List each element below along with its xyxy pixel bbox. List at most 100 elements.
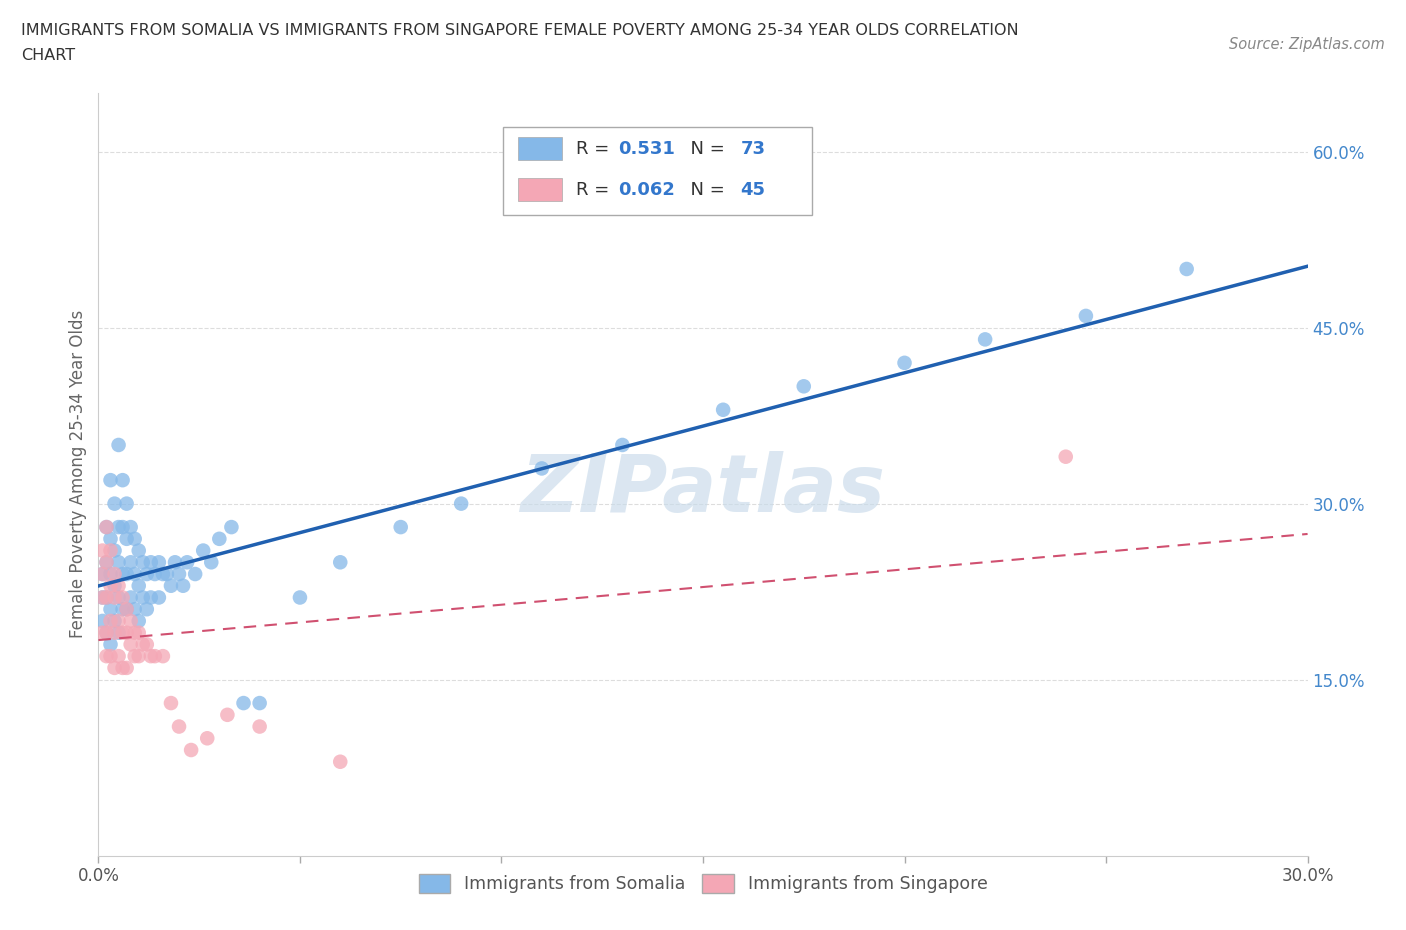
Point [167, 719, 190, 734]
Point [107, 520, 129, 535]
Text: ZIPatlas: ZIPatlas [520, 450, 886, 528]
Point [217, 708, 239, 723]
Text: 73: 73 [741, 140, 765, 158]
Point [107, 625, 129, 640]
Point [329, 754, 352, 769]
Point [103, 625, 125, 640]
Point [96, 555, 118, 570]
Point [160, 578, 183, 593]
Point [115, 602, 138, 617]
Point [132, 555, 155, 570]
Point [200, 555, 222, 570]
Point [120, 637, 142, 652]
Legend: Immigrants from Somalia, Immigrants from Singapore: Immigrants from Somalia, Immigrants from… [412, 867, 994, 900]
Point [1175, 261, 1198, 276]
Point [107, 437, 129, 452]
Point [115, 660, 138, 675]
Point [96, 590, 118, 604]
Point [103, 614, 125, 629]
Point [152, 649, 174, 664]
Point [139, 555, 162, 570]
Point [96, 649, 118, 664]
Point [124, 566, 146, 581]
Point [124, 602, 146, 617]
Point [100, 566, 122, 581]
Point [1074, 309, 1097, 324]
Point [107, 555, 129, 570]
Point [893, 355, 915, 370]
Point [530, 461, 553, 476]
Point [612, 437, 634, 452]
Point [96, 590, 118, 604]
Point [180, 742, 202, 757]
Point [103, 660, 125, 675]
Point [135, 637, 157, 652]
Point [232, 696, 254, 711]
Point [132, 637, 155, 652]
Point [96, 520, 118, 535]
Point [115, 497, 138, 512]
Point [128, 625, 150, 640]
Point [115, 602, 138, 617]
Point [103, 590, 125, 604]
Text: 0.062: 0.062 [619, 180, 675, 199]
FancyBboxPatch shape [517, 179, 561, 201]
Text: N =: N = [679, 140, 730, 158]
Point [156, 566, 179, 581]
Point [135, 566, 157, 581]
Point [100, 578, 122, 593]
Point [111, 566, 134, 581]
Point [193, 543, 215, 558]
Point [124, 649, 146, 664]
Point [974, 332, 997, 347]
Point [288, 590, 311, 604]
Point [711, 403, 734, 418]
Point [124, 531, 146, 546]
Point [163, 555, 186, 570]
FancyBboxPatch shape [503, 127, 811, 215]
Point [107, 578, 129, 593]
Point [111, 625, 134, 640]
Point [152, 566, 174, 581]
Point [96, 625, 118, 640]
Point [389, 520, 412, 535]
Point [128, 578, 150, 593]
Point [96, 555, 118, 570]
Point [111, 590, 134, 604]
Point [96, 625, 118, 640]
Text: IMMIGRANTS FROM SOMALIA VS IMMIGRANTS FROM SINGAPORE FEMALE POVERTY AMONG 25-34 : IMMIGRANTS FROM SOMALIA VS IMMIGRANTS FR… [21, 23, 1019, 38]
Point [111, 660, 134, 675]
Point [115, 531, 138, 546]
Point [103, 543, 125, 558]
Point [160, 696, 183, 711]
Point [176, 555, 198, 570]
Point [100, 614, 122, 629]
Point [91, 625, 114, 640]
Point [103, 566, 125, 581]
Point [115, 625, 138, 640]
Point [111, 520, 134, 535]
Point [91, 566, 114, 581]
Point [143, 566, 166, 581]
Point [172, 578, 194, 593]
Point [91, 543, 114, 558]
Point [195, 731, 218, 746]
FancyBboxPatch shape [517, 138, 561, 160]
Point [221, 520, 243, 535]
Point [132, 590, 155, 604]
Point [120, 555, 142, 570]
Point [100, 543, 122, 558]
Point [103, 497, 125, 512]
Point [120, 590, 142, 604]
Point [135, 602, 157, 617]
Point [91, 590, 114, 604]
Point [128, 614, 150, 629]
Point [103, 578, 125, 593]
Point [249, 719, 271, 734]
Text: N =: N = [679, 180, 730, 199]
Point [100, 649, 122, 664]
Point [107, 590, 129, 604]
Point [91, 614, 114, 629]
Text: CHART: CHART [21, 48, 75, 63]
Text: 45: 45 [741, 180, 765, 199]
